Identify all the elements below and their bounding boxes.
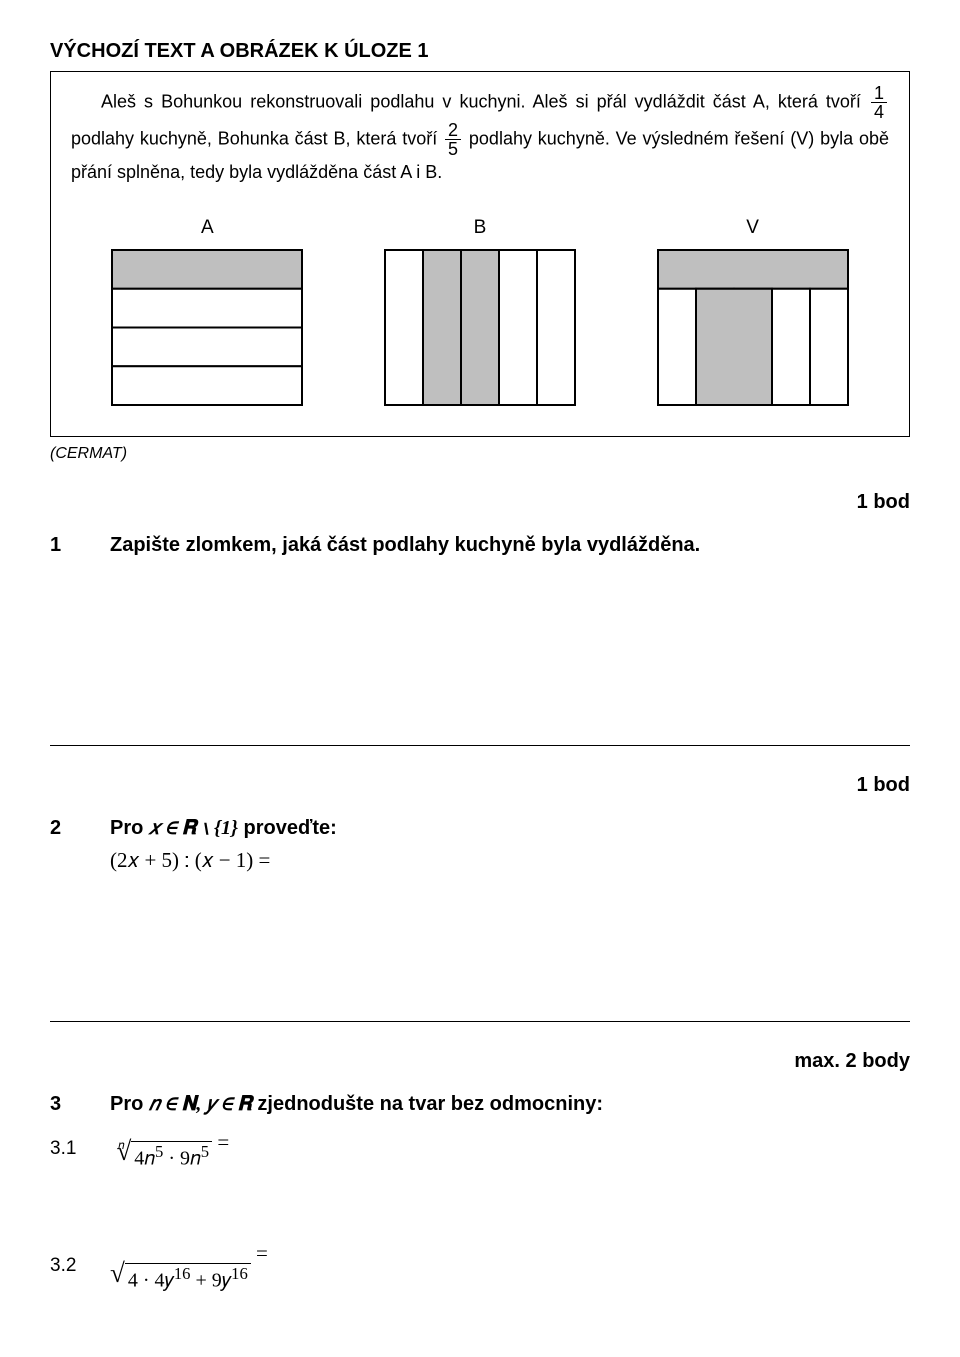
diagram-B-cell: B	[384, 217, 576, 406]
radicand-1: 4𝑛5 · 9𝑛5	[131, 1141, 212, 1171]
task2-cond: 𝑥 ∈ 𝐑 ∖ {1}	[149, 817, 238, 839]
diagram-A	[111, 249, 303, 406]
task-1: 1 Zapište zlomkem, jaká část podlahy kuc…	[50, 534, 910, 557]
task-2: 2 Pro 𝑥 ∈ 𝐑 ∖ {1} proveďte: (2𝑥 + 5) ∶ (…	[50, 817, 910, 873]
reading-paragraph: Aleš s Bohunkou rekonstruovali podlahu v…	[71, 84, 889, 187]
task-2-num: 2	[50, 817, 110, 840]
fraction-1-num: 1	[871, 84, 887, 103]
task-1-text: Zapište zlomkem, jaká část podlahy kuchy…	[110, 534, 910, 557]
task-3-num: 3	[50, 1093, 110, 1116]
task-3-2-num: 3.2	[50, 1255, 110, 1277]
task-3-2-formula: √ 4 · 4𝑦16 + 9𝑦16 =	[110, 1241, 268, 1290]
task-1-num: 1	[50, 534, 110, 557]
task-3-2-tail: =	[256, 1241, 268, 1265]
page-heading: VÝCHOZÍ TEXT A OBRÁZEK K ÚLOZE 1	[50, 40, 910, 63]
task-3-1-tail: =	[217, 1130, 229, 1154]
reading-mid: podlahy kuchyně, Bohunka část B, která t…	[71, 128, 443, 148]
task2-formula: (2𝑥 + 5) ∶ (𝑥 − 1) =	[110, 848, 910, 873]
task3-cond: 𝑛 ∈ 𝐍, 𝑦 ∈ 𝐑	[149, 1093, 252, 1115]
fraction-2-num: 2	[445, 121, 461, 140]
reading-box: Aleš s Bohunkou rekonstruovali podlahu v…	[50, 71, 910, 437]
task-3-body: Pro 𝑛 ∈ 𝐍, 𝑦 ∈ 𝐑 zjednodušte na tvar bez…	[110, 1093, 910, 1116]
diagram-A-cell: A	[111, 217, 303, 406]
points-task2: 1 bod	[50, 774, 910, 797]
separator-2	[50, 1021, 910, 1022]
separator-1	[50, 745, 910, 746]
task2-prefix: Pro	[110, 817, 149, 839]
task-2-body: Pro 𝑥 ∈ 𝐑 ∖ {1} proveďte: (2𝑥 + 5) ∶ (𝑥 …	[110, 817, 910, 873]
diagram-V-label: V	[746, 217, 759, 239]
fraction-1-den: 4	[871, 103, 887, 121]
fraction-1: 1 4	[871, 84, 887, 121]
fraction-2: 2 5	[445, 121, 461, 158]
diagram-V	[657, 249, 849, 406]
task3-suffix: zjednodušte na tvar bez odmocniny:	[252, 1093, 603, 1115]
diagram-A-label: A	[201, 217, 214, 239]
radical-2-icon: √	[110, 1260, 125, 1287]
task3-prefix: Pro	[110, 1093, 149, 1115]
task-3-1-num: 3.1	[50, 1138, 110, 1160]
task-3-2: 3.2 √ 4 · 4𝑦16 + 9𝑦16 =	[50, 1241, 910, 1290]
reading-intro: Aleš s Bohunkou rekonstruovali podlahu v…	[101, 91, 869, 111]
diagram-B	[384, 249, 576, 406]
fraction-2-den: 5	[445, 140, 461, 158]
task-3-1: 3.1 𝑛 √ 4𝑛5 · 9𝑛5 =	[50, 1130, 910, 1168]
diagram-B-label: B	[474, 217, 487, 239]
task2-suffix: proveďte:	[238, 817, 337, 839]
diagrams-row: A B V	[71, 217, 889, 406]
points-task1: 1 bod	[50, 491, 910, 514]
source-note: (CERMAT)	[50, 445, 910, 463]
diagram-V-cell: V	[657, 217, 849, 406]
points-task3: max. 2 body	[50, 1050, 910, 1073]
task-3-1-formula: 𝑛 √ 4𝑛5 · 9𝑛5 =	[110, 1130, 229, 1168]
radicand-2: 4 · 4𝑦16 + 9𝑦16	[125, 1263, 251, 1293]
task-3: 3 Pro 𝑛 ∈ 𝐍, 𝑦 ∈ 𝐑 zjednodušte na tvar b…	[50, 1093, 910, 1116]
root-index-1: 𝑛	[118, 1138, 124, 1153]
